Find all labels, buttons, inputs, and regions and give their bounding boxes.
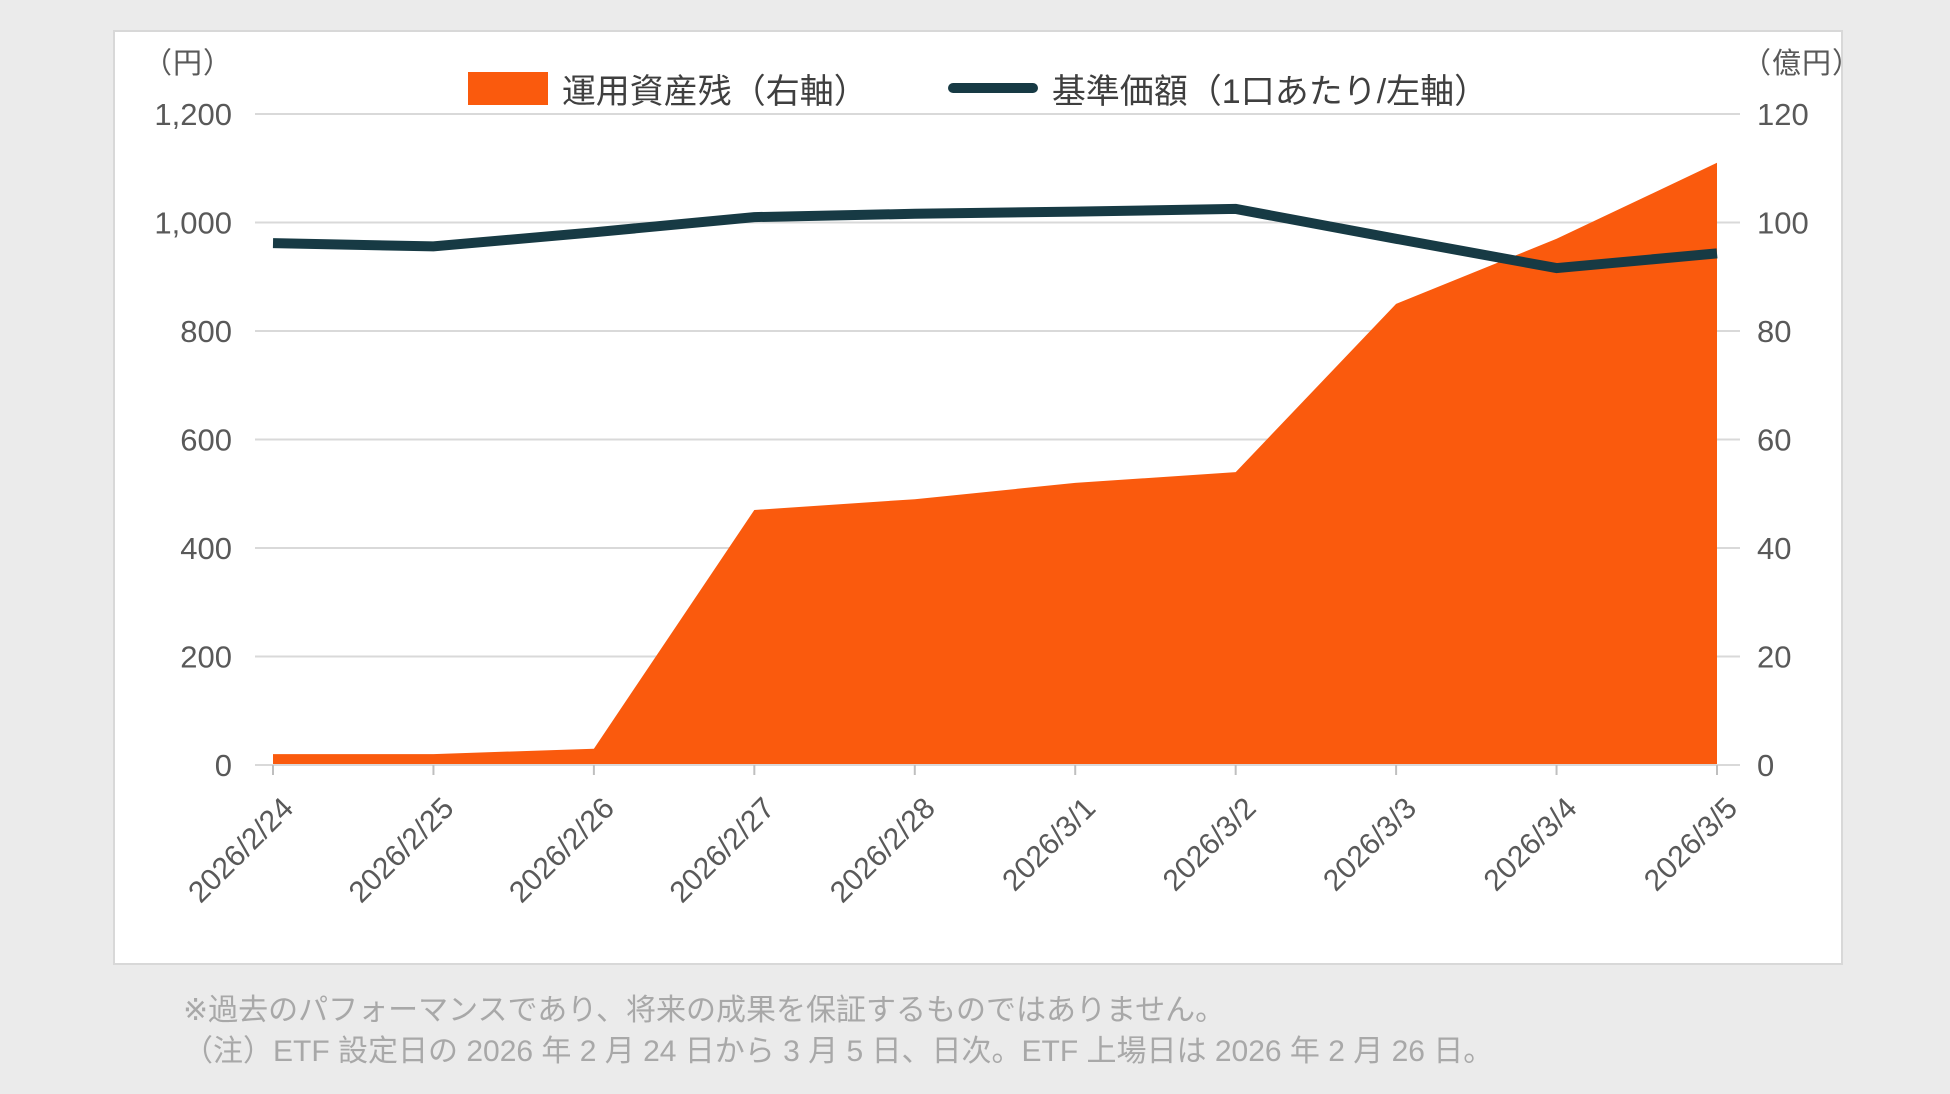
left-axis-tick-label: 400 bbox=[180, 531, 232, 566]
right-axis-tick-label: 120 bbox=[1757, 97, 1809, 132]
x-axis-date-label: 2026/3/5 bbox=[1638, 792, 1744, 898]
right-axis-tick-label: 60 bbox=[1757, 423, 1791, 458]
left-axis-tick-label: 600 bbox=[180, 423, 232, 458]
line-series-swatch-icon bbox=[947, 83, 1038, 93]
left-axis-tick-label: 0 bbox=[215, 748, 232, 783]
right-axis-tick-label: 20 bbox=[1757, 640, 1791, 675]
x-axis-date-label: 2026/2/28 bbox=[824, 792, 942, 910]
area-series-swatch-icon bbox=[467, 71, 548, 105]
right-axis-tick-label: 100 bbox=[1757, 206, 1809, 241]
x-axis-date-label: 2026/3/1 bbox=[996, 792, 1102, 898]
legend-item-aum: 運用資産残（右軸） bbox=[467, 64, 868, 113]
x-axis-date-label: 2026/3/4 bbox=[1478, 792, 1584, 898]
left-axis-unit-label: （円） bbox=[143, 48, 234, 80]
right-axis-tick-label: 0 bbox=[1757, 748, 1774, 783]
x-axis-date-label: 2026/3/2 bbox=[1157, 792, 1263, 898]
x-axis-date-label: 2026/2/24 bbox=[182, 792, 300, 910]
aum-area-series bbox=[273, 162, 1717, 766]
right-axis-unit-label: （億円） bbox=[1742, 48, 1863, 80]
right-axis-tick-label: 80 bbox=[1757, 314, 1791, 349]
left-axis-tick-label: 1,200 bbox=[154, 97, 232, 132]
legend-label-nav: 基準価額（1口あたり/左軸） bbox=[1051, 72, 1489, 111]
left-axis-tick-label: 800 bbox=[180, 314, 232, 349]
nav-line-series bbox=[272, 203, 1718, 274]
footnote-disclaimer: ※過去のパフォーマンスであり、将来の成果を保証するものではありません。 bbox=[183, 994, 1226, 1027]
legend-item-nav: 基準価額（1口あたり/左軸） bbox=[947, 64, 1489, 113]
x-axis-date-label: 2026/2/26 bbox=[503, 792, 621, 910]
left-axis-tick-label: 1,000 bbox=[154, 206, 232, 241]
footnote-note: （注）ETF 設定日の 2026 年 2 月 24 日から 3 月 5 日、日次… bbox=[183, 1035, 1494, 1068]
chart-footnotes: ※過去のパフォーマンスであり、将来の成果を保証するものではありません。 （注）E… bbox=[183, 990, 1883, 1072]
x-axis-date-label: 2026/2/27 bbox=[664, 792, 782, 910]
x-axis-date-label: 2026/3/3 bbox=[1317, 792, 1423, 898]
chart-legend: 運用資産残（右軸） 基準価額（1口あたり/左軸） bbox=[113, 58, 1843, 118]
legend-label-aum: 運用資産残（右軸） bbox=[561, 72, 868, 111]
x-axis-date-label: 2026/2/25 bbox=[343, 792, 461, 910]
left-axis-tick-label: 200 bbox=[180, 640, 232, 675]
right-axis-tick-label: 40 bbox=[1757, 531, 1791, 566]
